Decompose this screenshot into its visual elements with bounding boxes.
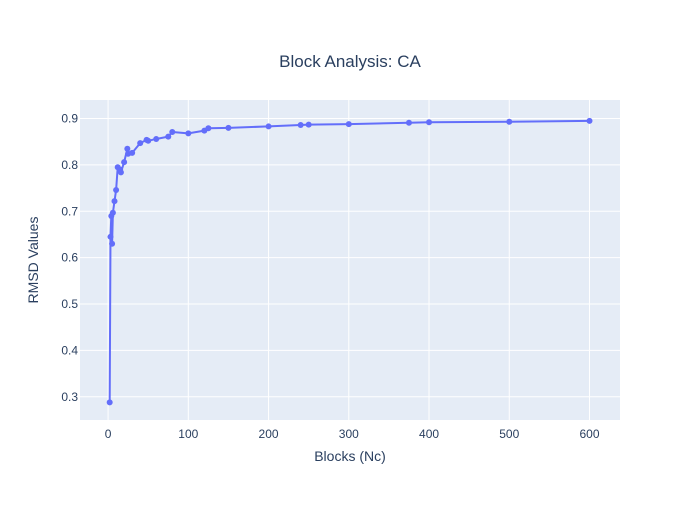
plot-area — [80, 100, 620, 420]
data-point[interactable] — [137, 140, 144, 147]
y-tick-label: 0.3 — [61, 390, 78, 404]
data-point[interactable] — [305, 121, 312, 128]
x-tick-label: 100 — [178, 427, 198, 441]
data-point[interactable] — [117, 169, 124, 176]
data-point[interactable] — [145, 137, 152, 144]
data-point[interactable] — [185, 130, 192, 137]
chart-title: Block Analysis: CA — [279, 52, 421, 71]
x-tick-label: 300 — [339, 427, 359, 441]
data-point[interactable] — [107, 233, 114, 240]
data-point[interactable] — [345, 121, 352, 128]
data-point[interactable] — [106, 399, 113, 406]
y-tick-label: 0.5 — [61, 297, 78, 311]
data-point[interactable] — [586, 117, 593, 124]
x-tick-label: 600 — [579, 427, 599, 441]
x-tick-label: 200 — [259, 427, 279, 441]
data-point[interactable] — [124, 145, 131, 152]
x-tick-label: 500 — [499, 427, 519, 441]
data-point[interactable] — [426, 119, 433, 126]
data-point[interactable] — [109, 209, 116, 216]
grid-lines — [80, 100, 620, 420]
data-point[interactable] — [165, 133, 172, 140]
data-point[interactable] — [153, 135, 160, 142]
y-tick-label: 0.9 — [61, 112, 78, 126]
data-point[interactable] — [111, 198, 118, 205]
x-axis-label: Blocks (Nc) — [314, 448, 386, 464]
data-point[interactable] — [297, 122, 304, 129]
data-point[interactable] — [405, 119, 412, 126]
tick-labels: 0 100 200 300 400 500 600 0.3 0.4 0.5 0.6 0.7 0.8 0.9 — [61, 112, 600, 441]
x-tick-label: 400 — [419, 427, 439, 441]
x-tick-label: 0 — [105, 427, 112, 441]
data-point[interactable] — [121, 159, 128, 166]
data-point[interactable] — [169, 129, 176, 135]
data-point[interactable] — [129, 149, 136, 156]
data-point[interactable] — [506, 118, 513, 125]
y-tick-label: 0.4 — [61, 343, 78, 357]
y-tick-label: 0.8 — [61, 158, 78, 172]
data-point[interactable] — [109, 240, 116, 247]
y-tick-label: 0.7 — [61, 204, 78, 218]
data-point[interactable] — [113, 186, 120, 193]
y-tick-label: 0.6 — [61, 251, 78, 265]
series-layer — [106, 117, 593, 406]
data-point[interactable] — [225, 124, 232, 131]
data-point[interactable] — [265, 123, 272, 130]
y-axis-label: RMSD Values — [25, 217, 41, 304]
data-point[interactable] — [205, 125, 212, 132]
